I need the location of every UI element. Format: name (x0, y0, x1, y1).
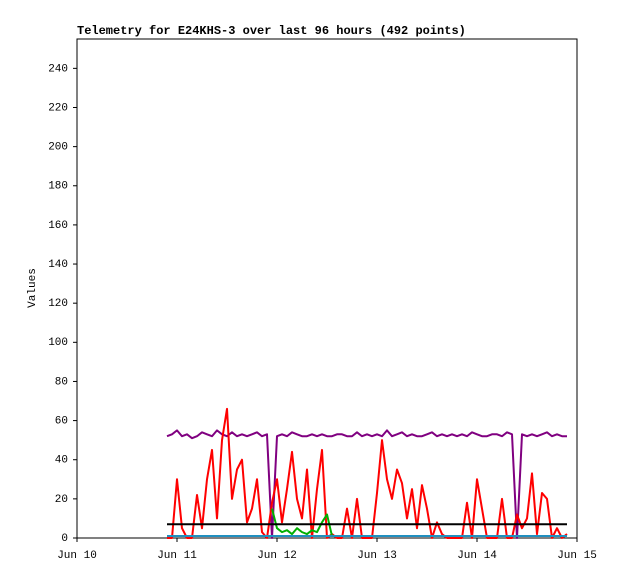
y-axis-label: Values (27, 268, 39, 308)
y-tick-label: 0 (61, 533, 68, 545)
plot-frame (76, 38, 578, 539)
y-tick-label: 120 (48, 298, 68, 310)
series-line (167, 407, 568, 539)
y-tick-label: 60 (55, 415, 68, 427)
y-tick-label: 160 (48, 220, 68, 232)
x-tick-label: Jun 13 (357, 550, 397, 562)
x-tick-label: Jun 11 (157, 550, 197, 562)
x-tick-label: Jun 15 (557, 550, 597, 562)
chart-title: Telemetry for E24KHS-3 over last 96 hour… (77, 24, 466, 38)
y-tick-label: 20 (55, 494, 68, 506)
y-tick-label: 240 (48, 63, 68, 75)
y-tick-label: 40 (55, 455, 68, 467)
y-tick-label: 180 (48, 181, 68, 193)
y-tick-label: 200 (48, 142, 68, 154)
x-tick-label: Jun 14 (457, 550, 497, 562)
y-tick-label: 100 (48, 337, 68, 349)
y-tick-label: 220 (48, 102, 68, 114)
y-tick-label: 80 (55, 376, 68, 388)
series-line (166, 429, 567, 539)
y-tick-label: 140 (48, 259, 68, 271)
x-tick-label: Jun 12 (257, 550, 297, 562)
series-line (271, 508, 333, 537)
x-tick-label: Jun 10 (57, 550, 97, 562)
